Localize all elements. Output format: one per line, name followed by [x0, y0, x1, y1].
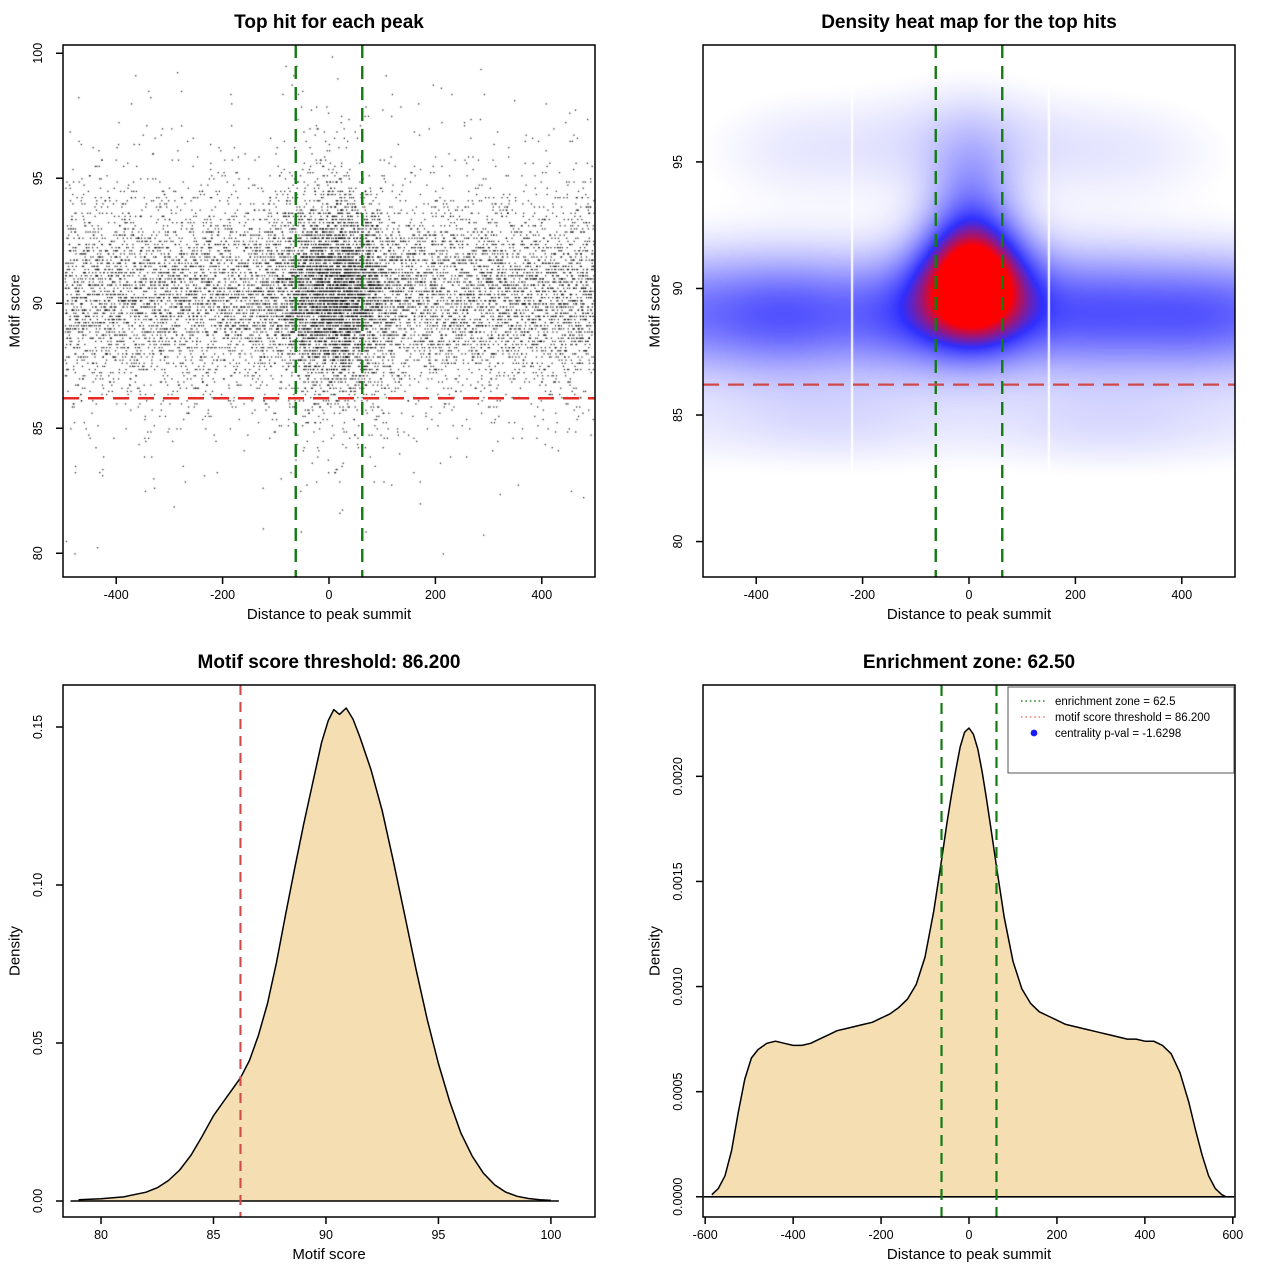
- y-tick-label: 85: [671, 408, 685, 422]
- x-tick-label: 0: [966, 1228, 973, 1242]
- y-tick-label: 0.0000: [671, 1178, 685, 1216]
- y-tick-label: 90: [671, 281, 685, 295]
- y-axis: 80 85 90 95: [671, 155, 703, 549]
- legend: enrichment zone = 62.5 motif score thresh…: [1007, 686, 1235, 774]
- x-tick-label: -400: [781, 1228, 806, 1242]
- x-tick-label: -400: [744, 588, 769, 602]
- x-tick-label: 95: [431, 1228, 445, 1242]
- x-tick-label: -200: [850, 588, 875, 602]
- panel-scatter-top-hits: -400 -200 0 200 400 80 85 90 95 100 Top hit for e…: [0, 0, 640, 640]
- x-tick-label: 85: [207, 1228, 221, 1242]
- x-tick-label: -600: [693, 1228, 718, 1242]
- scatter-axes-overlay: -400 -200 0 200 400 80 85 90 95 100: [31, 43, 596, 602]
- legend-box: [1007, 686, 1235, 774]
- scatter-y-axis-label: Motif score: [6, 274, 24, 348]
- y-tick-label: 0.0020: [671, 757, 685, 795]
- x-tick-label: 200: [425, 588, 446, 602]
- motif-density-plot: 80 85 90 95 100 0.00 0.05 0.10 0.15: [31, 684, 596, 1242]
- x-tick-label: 80: [94, 1228, 108, 1242]
- x-tick-label: -400: [104, 588, 129, 602]
- x-axis: 80 85 90 95 100: [94, 1217, 561, 1242]
- scatter-title: Top hit for each peak: [234, 12, 424, 33]
- y-tick-label: 0.0010: [671, 967, 685, 1005]
- x-tick-label: 200: [1047, 1228, 1068, 1242]
- y-axis: 0.00 0.05 0.10 0.15: [31, 715, 63, 1213]
- y-tick-label: 0.05: [31, 1031, 45, 1055]
- y-tick-label: 90: [31, 296, 45, 310]
- scatter-x-axis-label: Distance to peak summit: [246, 606, 412, 623]
- legend-entry-label: centrality p-val = -1.6298: [1055, 728, 1181, 740]
- x-tick-label: -200: [869, 1228, 894, 1242]
- heatmap-y-axis-label: Motif score: [646, 274, 664, 348]
- density-area-fill: [711, 728, 1227, 1197]
- plot-box: [62, 684, 596, 1218]
- y-tick-label: 80: [671, 535, 685, 549]
- heatmap-axes-overlay: -400 -200 0 200 400 80 85 90 95: [671, 44, 1236, 602]
- enrichment-density-x-axis-label: Distance to peak summit: [886, 1246, 1052, 1263]
- y-tick-label: 0.15: [31, 715, 45, 739]
- y-tick-label: 95: [31, 171, 45, 185]
- enrichment-density-title: Enrichment zone: 62.50: [862, 652, 1076, 673]
- y-tick-label: 100: [31, 43, 45, 64]
- scatter-points-raster: [0, 0, 640, 640]
- y-axis: 80 85 90 95 100: [31, 43, 63, 560]
- y-axis: 0.0000 0.0005 0.0010 0.0015 0.0020: [671, 757, 703, 1216]
- x-tick-label: 0: [966, 588, 973, 602]
- y-tick-label: 80: [31, 546, 45, 560]
- x-axis: -600 -400 -200 0 200 400 600: [693, 1217, 1243, 1242]
- axes: 80 85 90 95 100 0.00 0.05 0.10 0.15: [31, 684, 596, 1242]
- panel-density-heatmap: -400 -200 0 200 400 80 85 90 95 Density heat map…: [640, 0, 1280, 640]
- heatmap-raster: [640, 0, 1280, 640]
- motif-density-x-axis-label: Motif score: [292, 1246, 366, 1263]
- y-tick-label: 0.0015: [671, 862, 685, 900]
- x-tick-label: 200: [1065, 588, 1086, 602]
- panel-motif-score-density: 80 85 90 95 100 0.00 0.05 0.10 0.15 Motif score …: [0, 640, 640, 1280]
- enrichment-density-y-axis-label: Density: [646, 925, 664, 977]
- axes: -400 -200 0 200 400 80 85 90 95 100: [31, 43, 596, 602]
- y-tick-label: 85: [31, 421, 45, 435]
- axes: -400 -200 0 200 400 80 85 90 95: [671, 44, 1236, 602]
- density-area-fill: [78, 708, 551, 1201]
- x-tick-label: 0: [326, 588, 333, 602]
- y-tick-label: 95: [671, 155, 685, 169]
- plot-box: [702, 44, 1236, 578]
- legend-point-sample: [1030, 729, 1038, 737]
- plot-box: [62, 44, 596, 578]
- heatmap-title: Density heat map for the top hits: [821, 12, 1117, 33]
- legend-entry-label: enrichment zone = 62.5: [1055, 696, 1176, 708]
- density-curve: [78, 707, 551, 1202]
- enrichment-density-plot: -600 -400 -200 0 200 400 600 0.0000 0.0005 0.0010…: [671, 684, 1243, 1242]
- x-axis: -400 -200 0 200 400: [104, 577, 552, 602]
- panel-enrichment-zone-density: -600 -400 -200 0 200 400 600 0.0000 0.0005 0.0010…: [640, 640, 1280, 1280]
- x-axis: -400 -200 0 200 400: [744, 577, 1192, 602]
- x-tick-label: 400: [1171, 588, 1192, 602]
- x-tick-label: 90: [319, 1228, 333, 1242]
- x-tick-label: 400: [531, 588, 552, 602]
- y-tick-label: 0.00: [31, 1189, 45, 1213]
- motif-density-title: Motif score threshold: 86.200: [197, 652, 461, 673]
- x-tick-label: -200: [210, 588, 235, 602]
- x-tick-label: 600: [1222, 1228, 1243, 1242]
- y-tick-label: 0.0005: [671, 1073, 685, 1111]
- axes: -600 -400 -200 0 200 400 600 0.0000 0.0005 0.0010…: [671, 684, 1243, 1242]
- legend-entry-label: motif score threshold = 86.200: [1055, 712, 1210, 724]
- heatmap-x-axis-label: Distance to peak summit: [886, 606, 1052, 623]
- y-tick-label: 0.10: [31, 873, 45, 897]
- density-curve: [711, 727, 1227, 1198]
- x-tick-label: 100: [540, 1228, 561, 1242]
- motif-density-y-axis-label: Density: [6, 925, 24, 977]
- x-tick-label: 400: [1134, 1228, 1155, 1242]
